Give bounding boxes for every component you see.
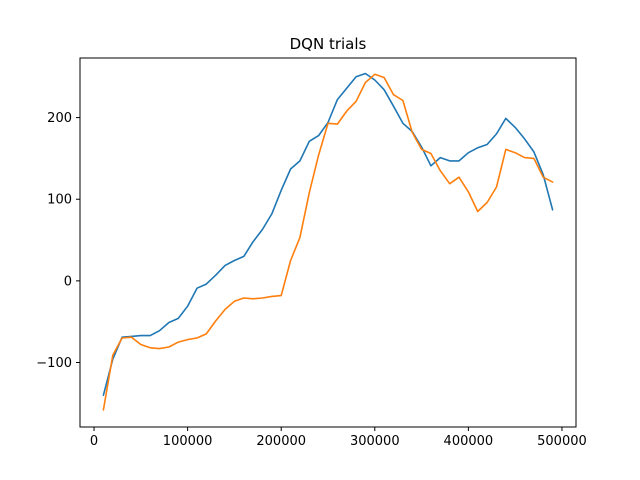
x-tick-label: 400000: [444, 434, 494, 449]
y-tick-label: 200: [47, 111, 72, 126]
y-axis: −100 0 100 200: [36, 111, 80, 371]
axes-frame: [79, 57, 577, 428]
series-lines: [102, 72, 554, 411]
y-tick-label: 100: [47, 193, 72, 208]
x-tick-label: 200000: [256, 434, 306, 449]
y-tick-label: −100: [36, 356, 72, 371]
y-tick-label: 0: [64, 274, 72, 289]
x-axis: 0 100000 200000 300000 400000 500000: [90, 427, 587, 449]
x-tick-label: 300000: [350, 434, 400, 449]
chart-title: DQN trials: [290, 35, 367, 53]
x-tick-label: 0: [90, 434, 98, 449]
x-tick-label: 100000: [163, 434, 213, 449]
series-line-2: [102, 73, 554, 411]
x-tick-label: 500000: [537, 434, 587, 449]
